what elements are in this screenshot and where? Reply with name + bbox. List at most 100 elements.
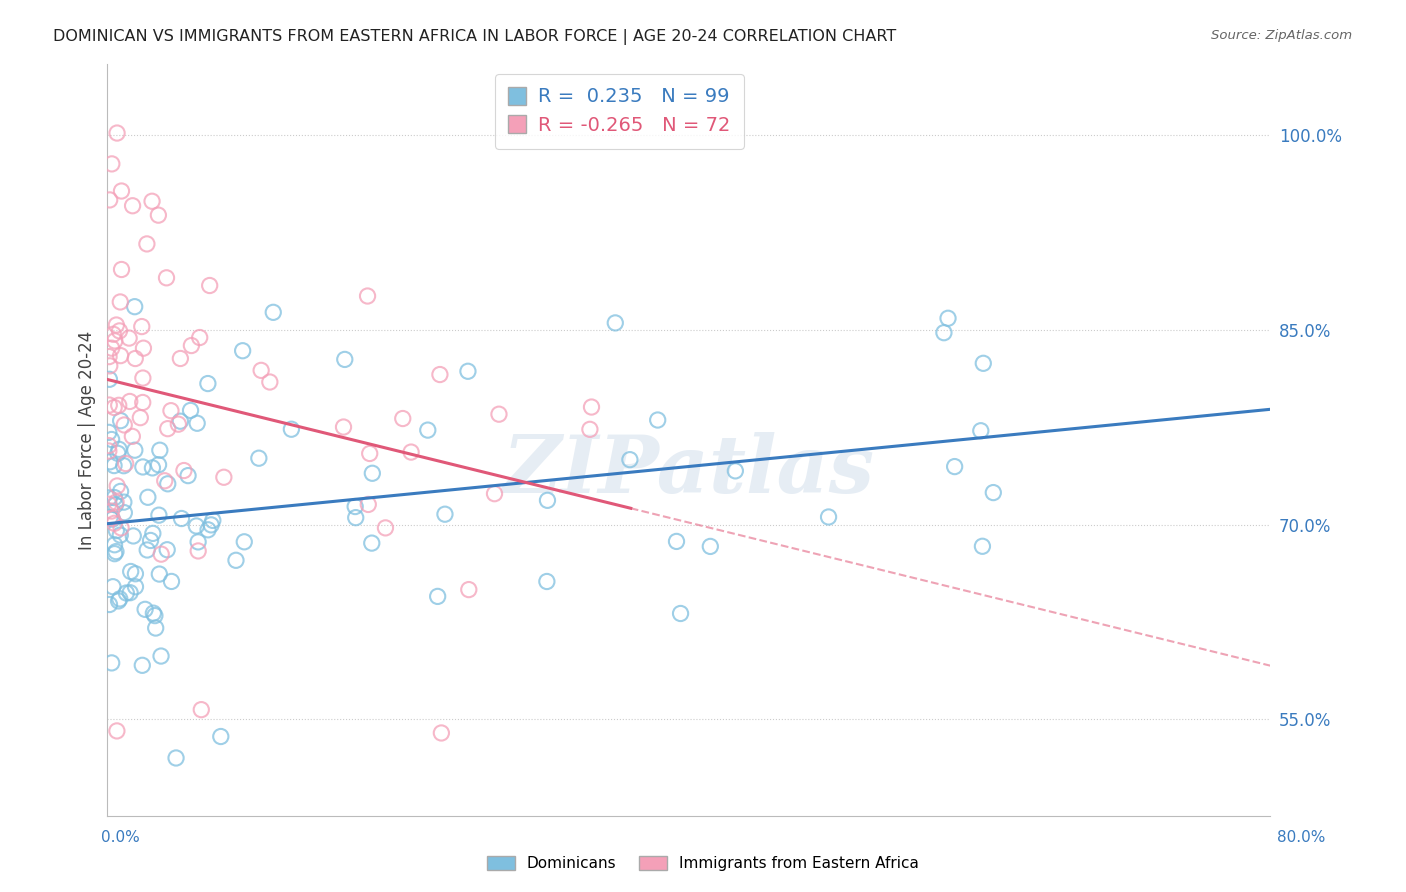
Point — [357, 498, 380, 512]
Point — [173, 464, 195, 478]
Text: DOMINICAN VS IMMIGRANTS FROM EASTERN AFRICA IN LABOR FORCE | AGE 20-24 CORRELATI: DOMINICAN VS IMMIGRANTS FROM EASTERN AFR… — [53, 29, 897, 45]
Point — [124, 443, 146, 458]
Point — [936, 311, 959, 326]
Point — [148, 458, 170, 472]
Point — [188, 330, 211, 344]
Point — [536, 574, 558, 589]
Point — [104, 498, 127, 512]
Point — [180, 403, 202, 417]
Text: ZIPatlas: ZIPatlas — [503, 432, 875, 509]
Point — [110, 295, 132, 310]
Point — [108, 591, 131, 606]
Point — [136, 491, 159, 505]
Point — [148, 567, 170, 582]
Point — [98, 372, 121, 386]
Point — [97, 444, 120, 458]
Point — [169, 414, 191, 428]
Point — [110, 262, 132, 277]
Point — [98, 491, 121, 505]
Text: 0.0%: 0.0% — [101, 830, 141, 845]
Point — [134, 602, 156, 616]
Point — [724, 464, 747, 478]
Point — [141, 461, 163, 475]
Point — [153, 474, 176, 488]
Point — [581, 400, 603, 414]
Point — [155, 270, 177, 285]
Point — [484, 486, 506, 500]
Point — [156, 422, 179, 436]
Point — [165, 751, 187, 765]
Point — [132, 371, 155, 385]
Point — [124, 351, 146, 366]
Point — [132, 341, 155, 355]
Point — [121, 199, 143, 213]
Point — [197, 523, 219, 537]
Point — [433, 507, 456, 521]
Point — [232, 343, 254, 358]
Point — [101, 157, 124, 171]
Point — [105, 723, 128, 738]
Point — [98, 598, 121, 612]
Point — [399, 445, 422, 459]
Point — [104, 334, 127, 348]
Point — [209, 730, 232, 744]
Point — [101, 512, 124, 526]
Point — [120, 565, 142, 579]
Point — [131, 658, 153, 673]
Point — [457, 582, 479, 597]
Point — [536, 493, 558, 508]
Point — [488, 407, 510, 421]
Point — [100, 656, 122, 670]
Point — [132, 459, 155, 474]
Point — [105, 318, 128, 332]
Point — [104, 547, 127, 561]
Point — [259, 375, 281, 389]
Point — [187, 544, 209, 558]
Point — [101, 580, 124, 594]
Point — [98, 455, 121, 469]
Point — [107, 594, 129, 608]
Point — [262, 305, 284, 319]
Point — [129, 410, 152, 425]
Point — [332, 420, 354, 434]
Point — [124, 566, 146, 581]
Point — [170, 511, 193, 525]
Point — [105, 524, 128, 538]
Point — [124, 580, 146, 594]
Point — [143, 608, 166, 623]
Point — [160, 403, 183, 417]
Point — [247, 451, 270, 466]
Point — [142, 606, 165, 620]
Point — [98, 193, 121, 207]
Point — [426, 590, 449, 604]
Point — [103, 516, 125, 531]
Point — [201, 513, 224, 527]
Point — [197, 376, 219, 391]
Text: 80.0%: 80.0% — [1278, 830, 1326, 845]
Point — [344, 500, 367, 514]
Point — [131, 319, 153, 334]
Point — [186, 417, 208, 431]
Point — [114, 457, 136, 471]
Point — [391, 411, 413, 425]
Point — [103, 491, 125, 505]
Point — [98, 359, 121, 373]
Point — [972, 356, 994, 370]
Point — [110, 414, 132, 428]
Point — [107, 398, 129, 412]
Point — [120, 585, 142, 599]
Point — [112, 417, 135, 432]
Point — [98, 398, 121, 412]
Point — [360, 536, 382, 550]
Point — [416, 423, 439, 437]
Point — [647, 413, 669, 427]
Legend: R =  0.235   N = 99, R = -0.265   N = 72: R = 0.235 N = 99, R = -0.265 N = 72 — [495, 74, 744, 149]
Text: Source: ZipAtlas.com: Source: ZipAtlas.com — [1212, 29, 1353, 42]
Point — [212, 470, 235, 484]
Point — [605, 316, 627, 330]
Point — [250, 363, 273, 377]
Point — [108, 324, 131, 338]
Point — [150, 648, 173, 663]
Point — [103, 401, 125, 415]
Point — [104, 544, 127, 558]
